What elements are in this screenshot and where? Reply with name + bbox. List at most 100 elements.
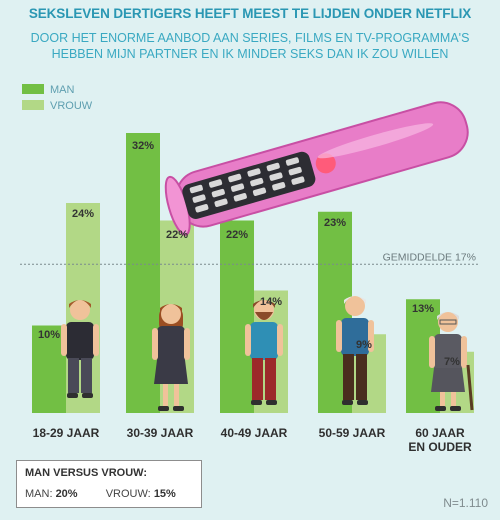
grey-haired-man-figure xyxy=(336,296,374,405)
remote-button xyxy=(192,194,206,203)
condom-highlight xyxy=(317,123,434,159)
remote-button xyxy=(252,187,267,196)
hair-top xyxy=(344,296,366,304)
torso xyxy=(434,334,462,372)
arm-right xyxy=(461,336,467,368)
category-label: 50-59 JAAR xyxy=(319,426,386,440)
value-label-man: 10% xyxy=(38,329,60,341)
torso xyxy=(66,322,94,360)
leg-right xyxy=(265,358,276,400)
summary-man-label: MAN: xyxy=(25,488,53,500)
tv-remote-in-condom-illustration xyxy=(164,101,469,236)
value-label-vrouw: 14% xyxy=(260,296,282,308)
glasses xyxy=(439,319,457,325)
category-label: 30-39 JAAR xyxy=(127,426,194,440)
bar-chart: MAN VROUW GEMIDDELDE 17% 10% 24% 32% 22% 22% 14%… xyxy=(20,84,478,454)
legend-label-man: MAN xyxy=(50,84,75,96)
category-label: 18-29 JAAR xyxy=(33,426,100,440)
leg-right xyxy=(356,354,367,400)
value-label-man: 22% xyxy=(226,229,248,241)
subtitle-line-2: HEBBEN MIJN PARTNER EN IK MINDER SEKS DA… xyxy=(51,47,449,61)
young-woman-figure xyxy=(152,304,190,411)
chart-subtitle: DOOR HET ENORME AANBOD AAN SERIES, FILMS… xyxy=(0,30,500,62)
bar-man xyxy=(220,220,254,413)
leg-left xyxy=(343,354,354,400)
remote-button xyxy=(272,181,286,191)
leg-right xyxy=(81,358,92,393)
remote-button xyxy=(208,179,223,188)
leg-right xyxy=(174,384,179,406)
remote-button xyxy=(214,198,228,207)
remote-button xyxy=(247,168,261,177)
bar-man xyxy=(32,325,66,413)
torso xyxy=(250,322,278,360)
young-man-figure xyxy=(61,300,99,398)
shoe-right xyxy=(82,393,93,398)
legend-swatch-vrouw xyxy=(22,100,44,110)
arm-right xyxy=(368,320,374,352)
shoe-right xyxy=(173,406,184,411)
value-label-man: 23% xyxy=(324,217,346,229)
summary-title: MAN VERSUS VROUW: xyxy=(25,467,148,479)
remote-button xyxy=(288,166,302,176)
legend-swatch-man xyxy=(22,84,44,94)
value-label-man: 13% xyxy=(412,303,434,315)
summary-box: MAN VERSUS VROUW: MAN: 20% VROUW: 15% xyxy=(16,460,202,508)
summary-vrouw-value: 15% xyxy=(153,488,176,500)
shoe-left xyxy=(435,406,446,411)
remote-button xyxy=(266,162,280,172)
sample-size: N=1.110 xyxy=(443,496,488,510)
arm-right xyxy=(277,324,283,356)
arm-right xyxy=(184,328,190,360)
arm-right xyxy=(93,324,99,356)
chart-title: SEKSLEVEN DERTIGERS HEEFT MEEST TE LIJDE… xyxy=(28,6,472,21)
category-label: EN OUDER xyxy=(408,440,472,454)
subtitle-line-1: DOOR HET ENORME AANBOD AAN SERIES, FILMS… xyxy=(30,31,470,45)
hair-top xyxy=(253,300,275,308)
value-label-vrouw: 24% xyxy=(72,208,94,220)
torso xyxy=(341,318,369,356)
remote-button xyxy=(291,176,305,185)
value-label-vrouw: 9% xyxy=(356,339,372,351)
head xyxy=(438,312,458,332)
average-label: GEMIDDELDE 17% xyxy=(383,251,476,263)
category-label: 40-49 JAAR xyxy=(221,426,288,440)
shoe-right xyxy=(450,406,461,411)
remote-button xyxy=(269,172,283,181)
bearded-man-figure xyxy=(245,300,283,405)
hair-top xyxy=(69,300,91,308)
shoe-right xyxy=(357,400,368,405)
skirt xyxy=(154,360,188,384)
leg-left xyxy=(252,358,263,400)
remote-button xyxy=(195,204,209,213)
value-label-vrouw: 22% xyxy=(166,229,188,241)
arm-left xyxy=(152,328,158,360)
leg-left xyxy=(163,384,168,406)
skirt xyxy=(431,368,465,392)
legend-label-vrouw: VROUW xyxy=(50,100,93,112)
remote-button xyxy=(228,173,242,183)
arm-left xyxy=(429,336,435,368)
leg-left xyxy=(68,358,79,393)
head xyxy=(161,304,181,324)
elderly-woman-figure xyxy=(429,312,474,411)
hair-top xyxy=(437,312,459,320)
shoe-left xyxy=(67,393,78,398)
arm-left xyxy=(61,324,67,356)
shoe-left xyxy=(251,400,262,405)
summary-values: MAN: 20% VROUW: 15% xyxy=(25,488,201,500)
value-label-man: 32% xyxy=(132,140,154,152)
summary-man-value: 20% xyxy=(55,488,78,500)
remote-button xyxy=(285,157,300,166)
category-label: 60 JAAR xyxy=(415,426,465,440)
remote-button xyxy=(233,193,247,202)
summary-vrouw-label: VROUW: xyxy=(105,488,151,500)
remote-red-button xyxy=(315,153,336,174)
head xyxy=(345,296,365,316)
shoe-right xyxy=(266,400,277,405)
shoe-left xyxy=(158,406,169,411)
value-label-vrouw: 7% xyxy=(444,356,460,368)
remote-button xyxy=(189,184,203,194)
head xyxy=(70,300,90,320)
leg-left xyxy=(440,392,445,406)
